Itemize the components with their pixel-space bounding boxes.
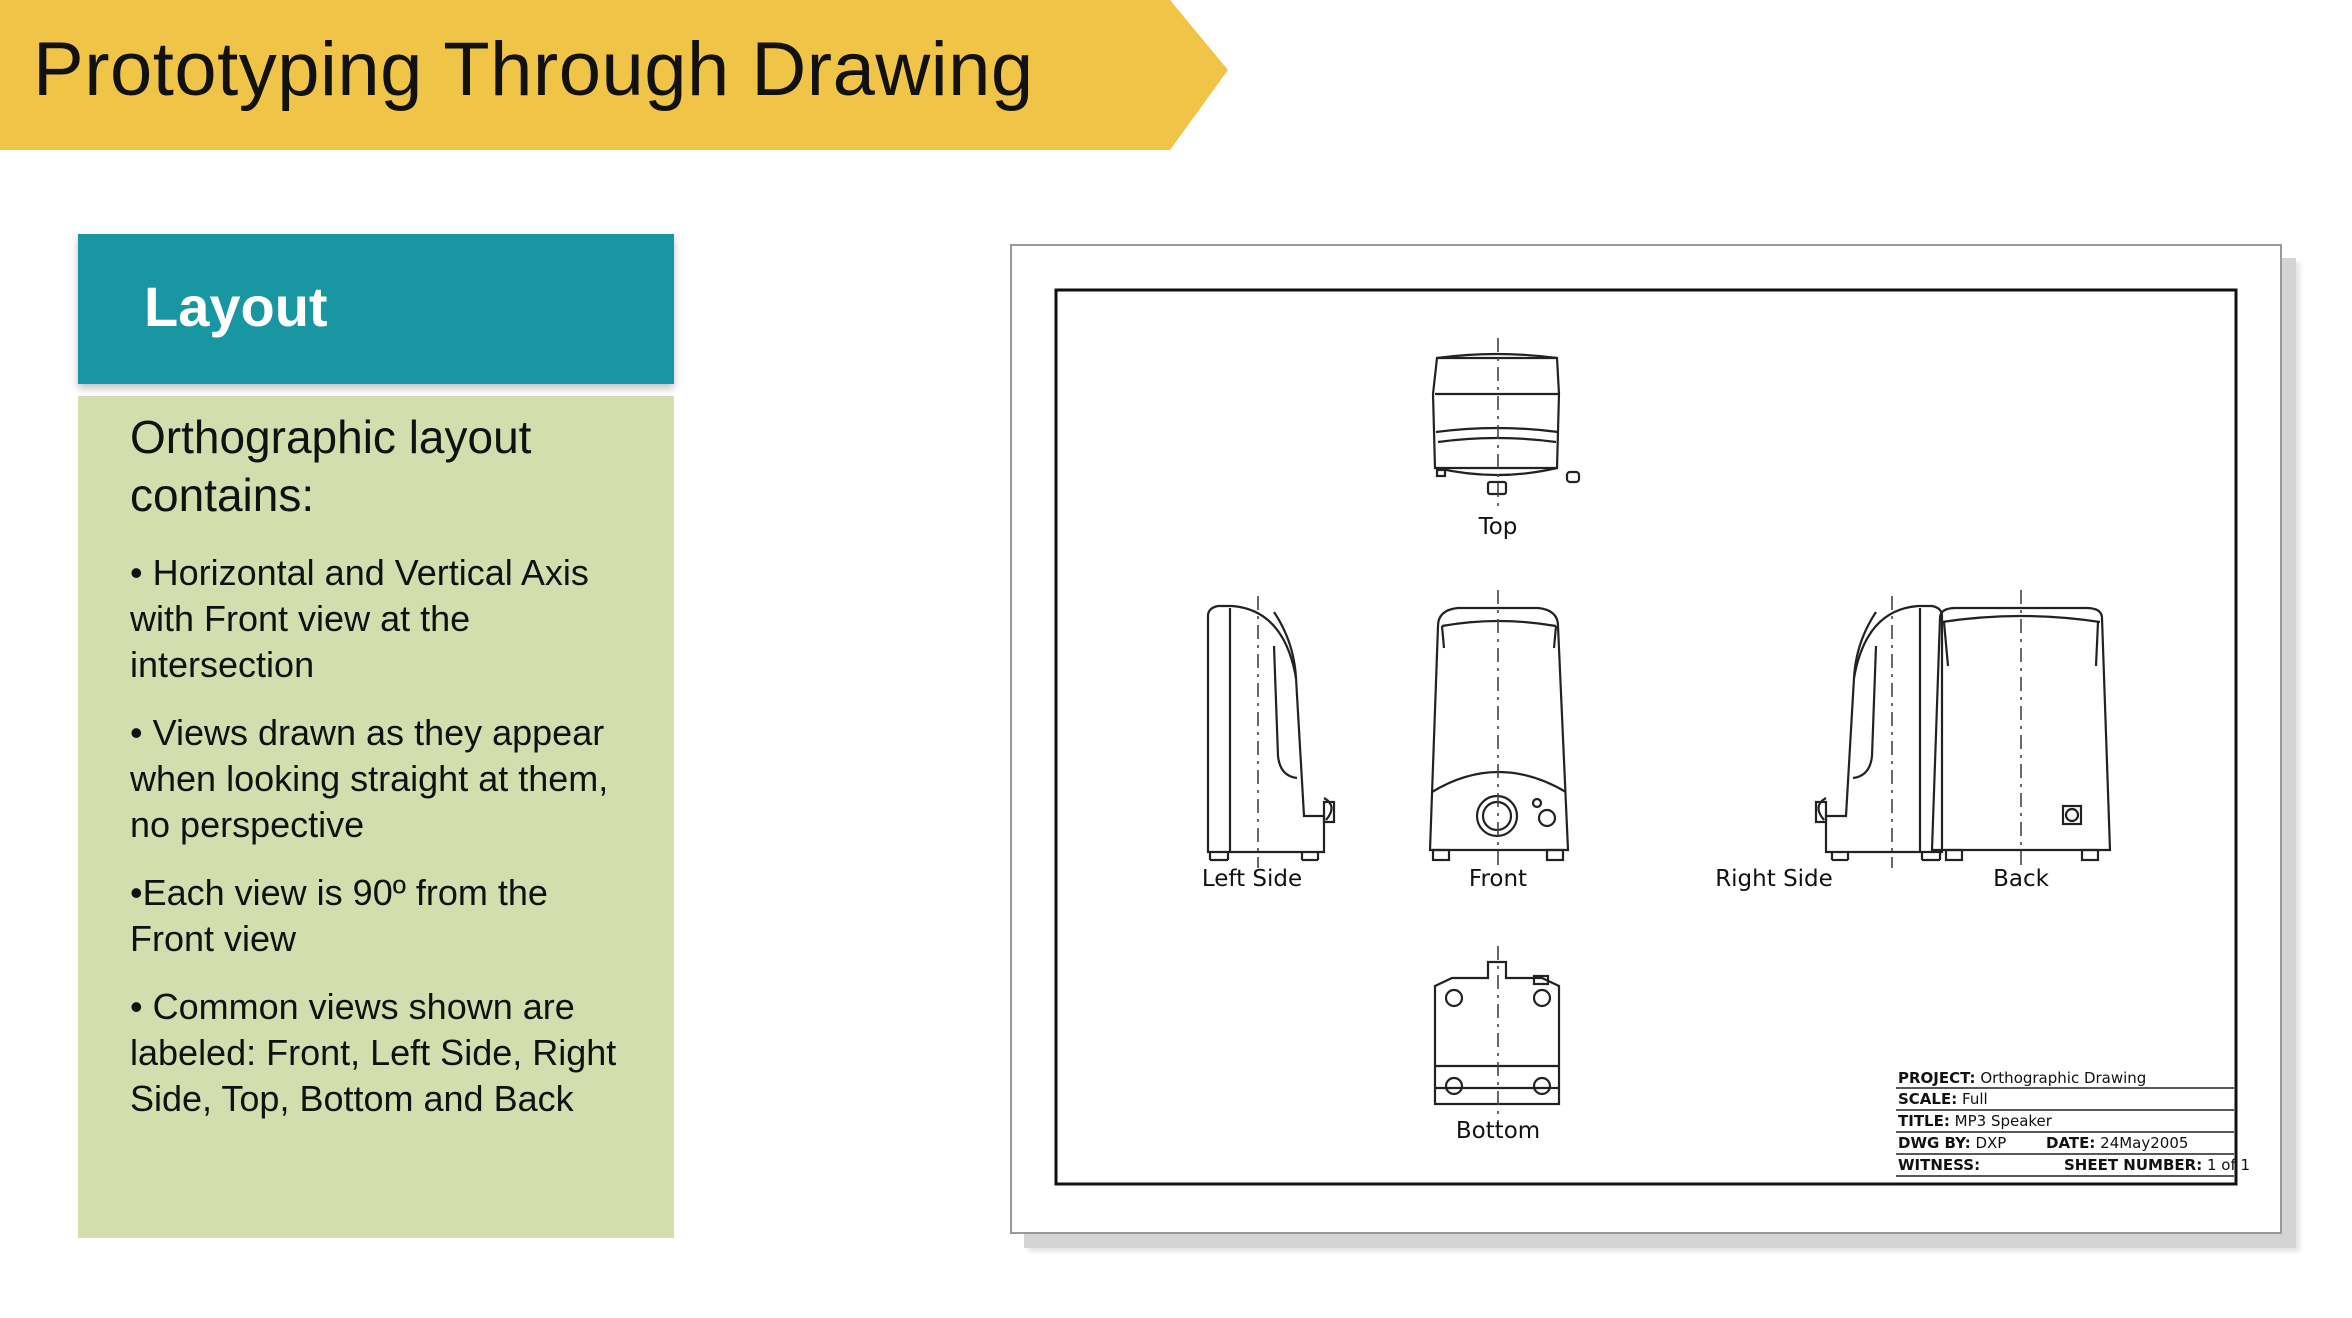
- front-view: [1428, 606, 1570, 862]
- svg-text:PROJECT: Orthographic Drawing: PROJECT: Orthographic Drawing: [1898, 1069, 2146, 1087]
- right-side-view: [1814, 604, 1944, 862]
- svg-text:DATE: 24May2005: DATE: 24May2005: [2046, 1134, 2188, 1152]
- right-side-view-label: Right Side: [1715, 866, 1833, 892]
- tb-dwg-key: DWG BY:: [1898, 1134, 1971, 1152]
- intro-text: Orthographic layout contains:: [130, 411, 532, 521]
- title-block: PROJECT: Orthographic Drawing SCALE: Ful…: [1896, 1069, 2250, 1177]
- tb-project-key: PROJECT:: [1898, 1069, 1976, 1087]
- back-view-label: Back: [1993, 866, 2050, 892]
- bottom-view-label: Bottom: [1456, 1118, 1540, 1144]
- top-view: [1431, 352, 1581, 496]
- layout-header-label: Layout: [144, 275, 328, 338]
- tb-scale-key: SCALE:: [1898, 1090, 1957, 1108]
- svg-text:SHEET NUMBER: 1 of 1: SHEET NUMBER: 1 of 1: [2064, 1156, 2250, 1174]
- svg-text:DWG BY: DXP: DWG BY: DXP: [1898, 1134, 2006, 1152]
- bullet-item: • Common views shown are labeled: Front,…: [130, 986, 617, 1119]
- tb-sheet-value: 1 of 1: [2207, 1156, 2250, 1174]
- bullet-item: • Views drawn as they appear when lookin…: [130, 712, 609, 845]
- front-view-label: Front: [1469, 866, 1527, 892]
- svg-text:TITLE: MP3 Speaker: TITLE: MP3 Speaker: [1898, 1112, 2053, 1130]
- tb-sheet-key: SHEET NUMBER:: [2064, 1156, 2202, 1174]
- orthographic-drawing: Top Left Side Front Right Side Back Bott…: [1010, 244, 2282, 1234]
- tb-title-key: TITLE:: [1898, 1112, 1950, 1130]
- tb-date-value: 24May2005: [2100, 1134, 2188, 1152]
- bullet-item: •Each view is 90º from the Front view: [130, 872, 548, 959]
- top-view-label: Top: [1478, 514, 1518, 540]
- tb-title-value: MP3 Speaker: [1955, 1112, 2053, 1130]
- content-panel: Orthographic layout contains: • Horizont…: [78, 396, 674, 1238]
- svg-text:WITNESS:: WITNESS:: [1898, 1156, 1980, 1174]
- bullet-item: • Horizontal and Vertical Axis with Fron…: [130, 552, 589, 685]
- drawing-border: [1054, 288, 2238, 1186]
- tb-date-key: DATE:: [2046, 1134, 2095, 1152]
- tb-scale-value: Full: [1962, 1090, 1988, 1108]
- left-side-view: [1206, 604, 1336, 862]
- layout-header: Layout: [78, 234, 674, 384]
- tb-witness-key: WITNESS:: [1898, 1156, 1980, 1174]
- svg-text:SCALE: Full: SCALE: Full: [1898, 1090, 1988, 1108]
- tb-dwg-value: DXP: [1975, 1134, 2006, 1152]
- content-text: Orthographic layout contains: • Horizont…: [130, 408, 640, 1144]
- center-lines: [1257, 338, 2022, 1126]
- title-banner: Prototyping Through Drawing: [0, 0, 1228, 150]
- bottom-view: [1433, 960, 1561, 1106]
- back-view: [1930, 606, 2112, 862]
- left-side-view-label: Left Side: [1202, 866, 1302, 892]
- banner-shape: [0, 0, 1228, 150]
- slide-title: Prototyping Through Drawing: [33, 27, 1034, 112]
- tb-project-value: Orthographic Drawing: [1980, 1069, 2146, 1087]
- drawing-canvas: Top Left Side Front Right Side Back Bott…: [1054, 288, 2250, 1186]
